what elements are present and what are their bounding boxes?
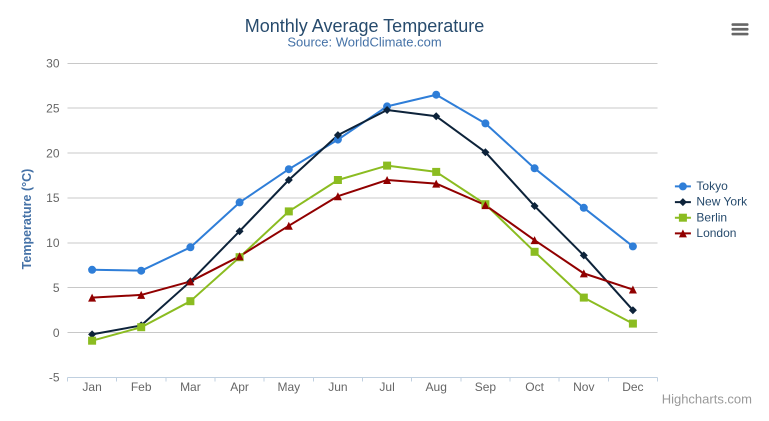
- svg-text:Highcharts.com: Highcharts.com: [662, 392, 752, 407]
- svg-text:30: 30: [46, 57, 60, 71]
- svg-text:Tokyo: Tokyo: [696, 179, 728, 193]
- svg-text:Mar: Mar: [180, 380, 201, 394]
- svg-text:Oct: Oct: [525, 380, 544, 394]
- svg-text:Monthly Average Temperature: Monthly Average Temperature: [245, 16, 484, 36]
- svg-text:10: 10: [46, 236, 60, 250]
- svg-text:-5: -5: [49, 371, 60, 385]
- svg-text:London: London: [696, 226, 736, 240]
- svg-text:5: 5: [53, 281, 60, 295]
- svg-text:New York: New York: [696, 195, 748, 209]
- svg-text:Apr: Apr: [230, 380, 249, 394]
- svg-text:May: May: [277, 380, 300, 394]
- svg-text:Sep: Sep: [475, 380, 497, 394]
- svg-text:Berlin: Berlin: [696, 210, 727, 224]
- svg-text:Feb: Feb: [131, 380, 152, 394]
- svg-text:Jul: Jul: [379, 380, 394, 394]
- svg-text:Dec: Dec: [622, 380, 643, 394]
- svg-text:15: 15: [46, 191, 60, 205]
- svg-text:Source: WorldClimate.com: Source: WorldClimate.com: [287, 35, 441, 50]
- svg-text:Jun: Jun: [328, 380, 347, 394]
- svg-text:0: 0: [53, 326, 60, 340]
- svg-text:Temperature (°C): Temperature (°C): [20, 169, 34, 270]
- svg-text:Jan: Jan: [82, 380, 101, 394]
- svg-text:Aug: Aug: [426, 380, 447, 394]
- svg-text:Nov: Nov: [573, 380, 594, 394]
- svg-text:20: 20: [46, 146, 60, 160]
- svg-text:25: 25: [46, 101, 60, 115]
